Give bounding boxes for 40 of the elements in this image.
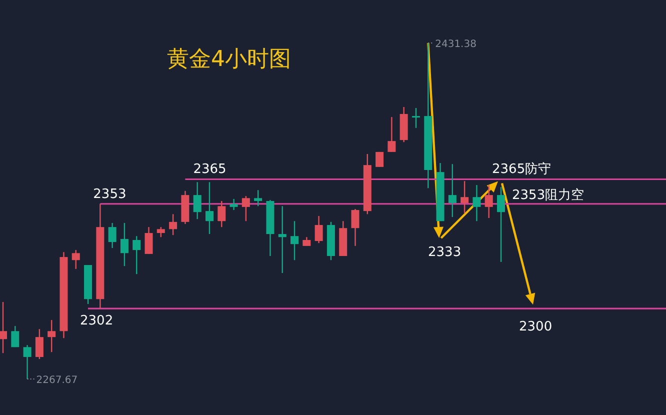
candlestick xyxy=(278,206,286,274)
candlestick xyxy=(72,249,80,270)
ref-line-label: 2365 xyxy=(193,162,226,178)
candlestick xyxy=(254,190,262,207)
candlestick xyxy=(388,116,396,153)
annotation: 2353阻力空 xyxy=(512,188,584,203)
candlestick xyxy=(120,222,128,267)
candlestick xyxy=(218,200,226,228)
candlestick xyxy=(230,198,238,211)
candlestick xyxy=(242,195,250,222)
annotation: 2431.38 xyxy=(435,39,476,50)
candlestick xyxy=(351,208,360,247)
candlestick xyxy=(314,215,323,244)
candlestick xyxy=(0,301,7,354)
candlestick xyxy=(412,107,420,129)
candlestick xyxy=(460,180,469,214)
candlestick xyxy=(472,184,481,222)
candlestick xyxy=(205,182,214,235)
candlestick xyxy=(448,163,456,218)
candlestick xyxy=(156,226,165,238)
candlestick xyxy=(23,344,32,380)
candlestick xyxy=(11,325,20,348)
candlestick xyxy=(484,184,493,219)
candlestick xyxy=(290,220,299,261)
annotation: 2333 xyxy=(428,245,462,260)
ref-line-label: 2302 xyxy=(80,314,114,329)
candlestick xyxy=(35,328,44,360)
chart-title: 黄金4小时图 xyxy=(167,47,291,72)
candlestick xyxy=(169,214,178,236)
annotation: 2300 xyxy=(519,320,552,335)
candlestick xyxy=(108,222,116,249)
candlestick xyxy=(48,319,56,353)
ref-line-label: 2353 xyxy=(93,186,126,202)
candlestick xyxy=(144,226,153,255)
candlestick xyxy=(132,235,141,275)
candlestick xyxy=(497,186,505,263)
annotation: 2267.67 xyxy=(36,375,78,386)
candlestick xyxy=(376,151,384,168)
candlestick xyxy=(193,182,202,220)
annotation: 2365防守 xyxy=(492,162,552,178)
